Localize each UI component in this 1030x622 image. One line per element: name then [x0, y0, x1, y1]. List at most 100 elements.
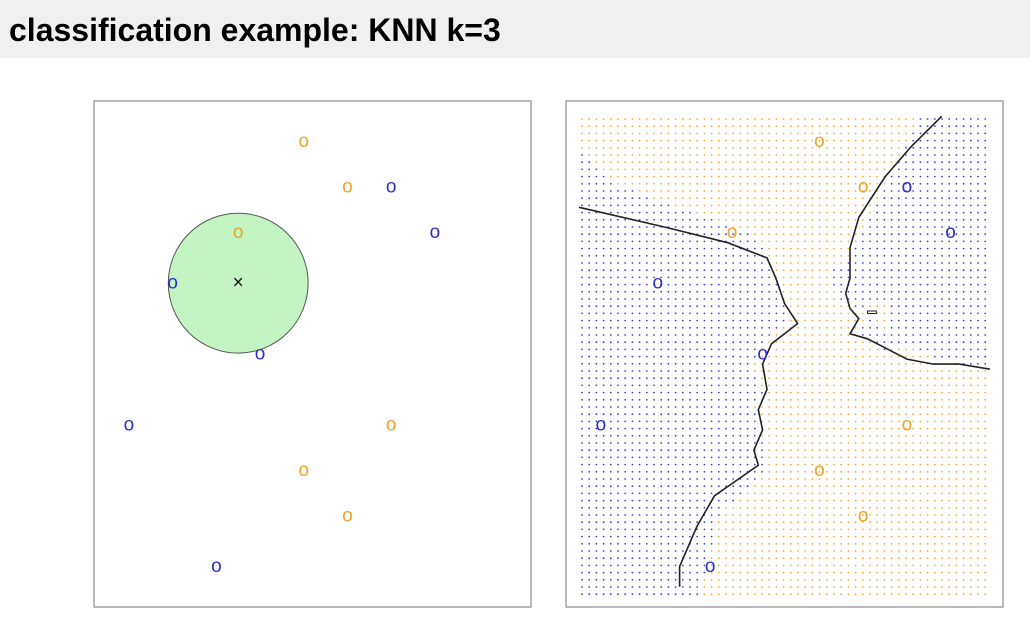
- prediction-dot: [912, 348, 915, 351]
- prediction-dot: [653, 355, 655, 358]
- prediction-dot: [941, 247, 943, 250]
- prediction-dot: [919, 334, 922, 336]
- prediction-dot: [789, 226, 792, 228]
- prediction-dot: [804, 125, 807, 128]
- prediction-dot: [962, 290, 965, 293]
- prediction-dot: [833, 499, 835, 502]
- prediction-dot: [905, 542, 907, 545]
- prediction-dot: [631, 233, 634, 236]
- prediction-dot: [955, 521, 958, 524]
- prediction-dot: [797, 413, 799, 416]
- prediction-dot: [969, 125, 972, 128]
- prediction-dot: [854, 449, 857, 452]
- prediction-dot: [696, 290, 699, 293]
- prediction-dot: [883, 355, 886, 358]
- prediction-dot: [847, 384, 850, 387]
- prediction-dot: [696, 154, 699, 156]
- prediction-dot: [905, 398, 907, 401]
- prediction-dot: [861, 492, 864, 495]
- prediction-dot: [609, 398, 612, 401]
- prediction-dot: [746, 420, 749, 423]
- prediction-dot: [926, 341, 929, 344]
- prediction-dot: [883, 391, 886, 394]
- prediction-dot: [919, 406, 922, 408]
- prediction-dot: [854, 211, 857, 214]
- prediction-dot: [876, 269, 879, 272]
- prediction-dot: [624, 391, 627, 394]
- prediction-dot: [703, 211, 706, 214]
- prediction-dot: [761, 190, 763, 192]
- prediction-dot: [624, 283, 627, 286]
- prediction-dot: [955, 262, 958, 264]
- prediction-dot: [775, 384, 778, 387]
- prediction-dot: [984, 362, 987, 365]
- prediction-dot: [941, 334, 943, 336]
- prediction-dot: [638, 262, 641, 264]
- prediction-dot: [674, 190, 677, 192]
- prediction-dot: [847, 506, 850, 509]
- prediction-dot: [890, 586, 893, 588]
- prediction-dot: [746, 384, 749, 387]
- prediction-dot: [861, 305, 864, 308]
- prediction-dot: [775, 391, 778, 394]
- prediction-dot: [897, 348, 900, 351]
- prediction-dot: [861, 276, 864, 279]
- prediction-dot: [638, 370, 641, 372]
- prediction-dot: [912, 305, 915, 308]
- prediction-dot: [912, 492, 915, 495]
- prediction-dot: [710, 190, 713, 192]
- prediction-dot: [861, 391, 864, 394]
- prediction-dot: [905, 521, 907, 524]
- prediction-dot: [667, 326, 670, 329]
- prediction-dot: [775, 463, 778, 466]
- prediction-dot: [595, 413, 598, 416]
- prediction-dot: [660, 413, 663, 416]
- prediction-dot: [883, 362, 886, 365]
- prediction-dot: [869, 175, 871, 178]
- prediction-dot: [624, 218, 627, 221]
- prediction-dot: [624, 276, 627, 279]
- prediction-dot: [797, 384, 799, 387]
- prediction-dot: [854, 341, 857, 344]
- prediction-dot: [919, 326, 922, 329]
- prediction-dot: [818, 564, 821, 567]
- prediction-dot: [919, 233, 922, 236]
- slide-title: classification example: KNN k=3: [9, 12, 501, 48]
- prediction-dot: [897, 319, 900, 322]
- prediction-dot: [818, 434, 821, 437]
- prediction-dot: [847, 557, 850, 560]
- prediction-dot: [581, 283, 583, 286]
- prediction-dot: [825, 204, 828, 207]
- prediction-dot: [775, 456, 778, 459]
- prediction-dot: [825, 578, 828, 581]
- prediction-dot: [703, 118, 706, 120]
- prediction-dot: [595, 254, 598, 257]
- prediction-dot: [941, 326, 943, 329]
- prediction-dot: [782, 305, 785, 308]
- prediction-dot: [667, 190, 670, 192]
- prediction-dot: [617, 298, 619, 300]
- prediction-dot: [602, 355, 605, 358]
- prediction-dot: [739, 470, 742, 473]
- prediction-dot: [660, 550, 663, 552]
- prediction-dot: [789, 154, 792, 156]
- prediction-dot: [883, 492, 886, 495]
- prediction-dot: [624, 514, 627, 516]
- prediction-dot: [660, 362, 663, 365]
- prediction-dot: [969, 283, 972, 286]
- prediction-dot: [876, 240, 879, 243]
- prediction-dot: [588, 398, 591, 401]
- prediction-dot: [638, 254, 641, 257]
- prediction-dot: [667, 492, 670, 495]
- prediction-dot: [969, 254, 972, 257]
- prediction-dot: [782, 269, 785, 272]
- prediction-dot: [653, 398, 655, 401]
- prediction-dot: [869, 391, 871, 394]
- prediction-dot: [797, 535, 799, 538]
- prediction-dot: [717, 420, 720, 423]
- prediction-dot: [962, 391, 965, 394]
- prediction-dot: [897, 528, 900, 531]
- prediction-dot: [948, 586, 951, 588]
- prediction-dot: [905, 283, 907, 286]
- prediction-dot: [775, 118, 778, 120]
